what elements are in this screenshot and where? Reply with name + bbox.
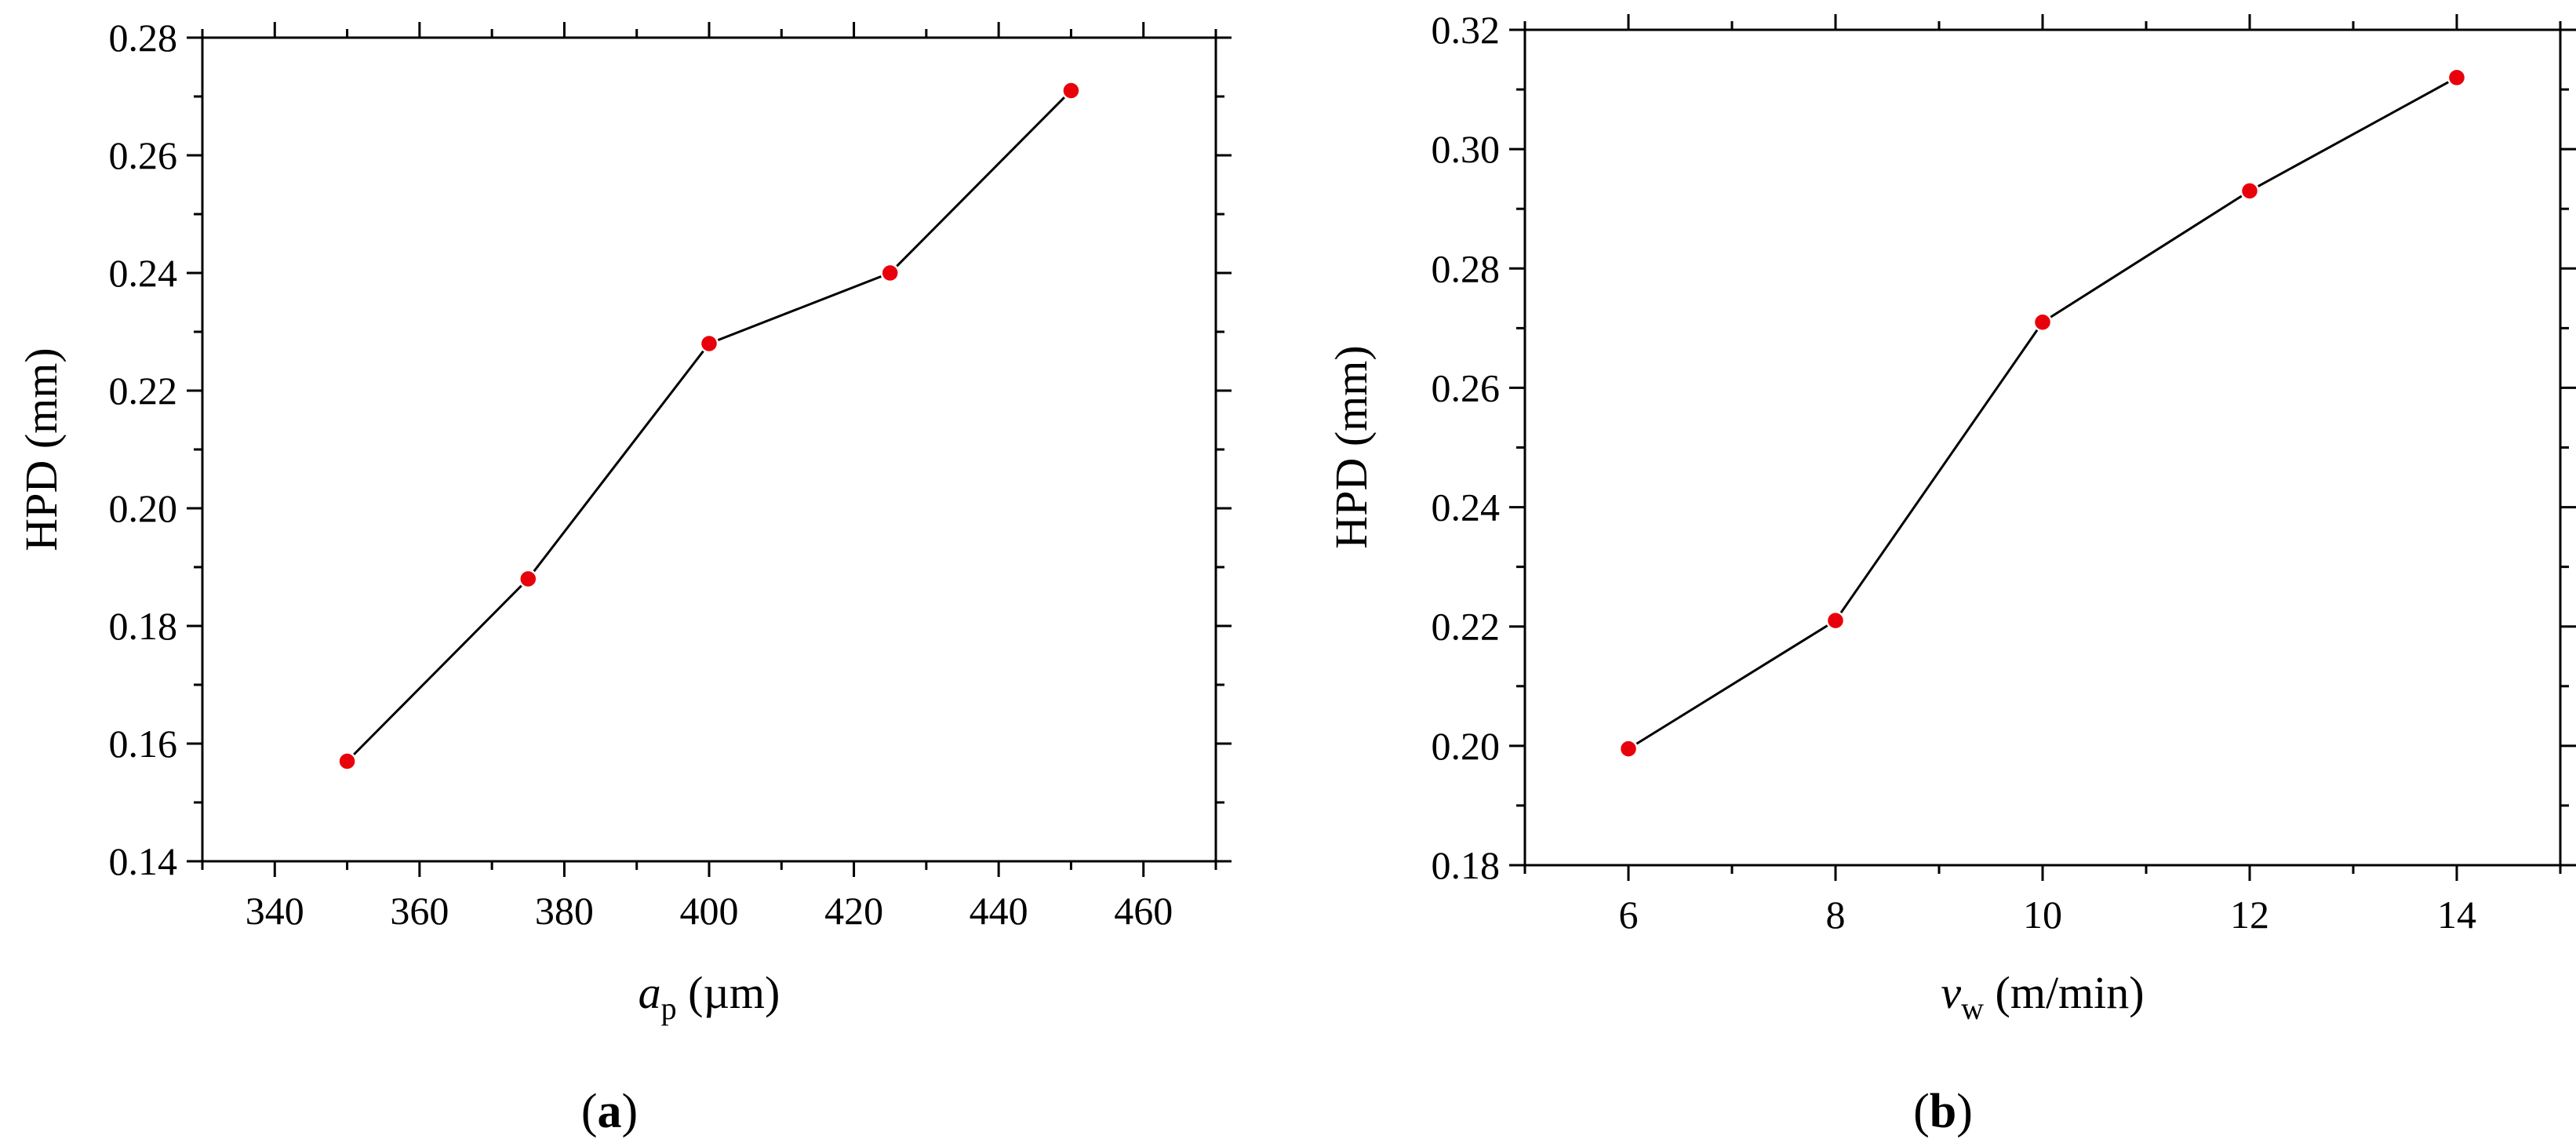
- data-point-b-0: [1618, 739, 1639, 759]
- y-tick-labels-b: 0.18 0.20 0.22 0.24 0.26 0.28 0.30 0.32: [1432, 8, 1501, 887]
- x-axis-title-b: vw (m/min): [1941, 967, 2144, 1026]
- y-tick-label-b-2: 0.22: [1432, 605, 1501, 649]
- x-tick-label-b-3: 12: [2230, 893, 2269, 937]
- x-tick-labels-b: 6 8 10 12 14: [1619, 893, 2477, 937]
- x-tick-label-a-4: 420: [824, 889, 883, 933]
- plot-frame-b: [1523, 28, 2562, 867]
- x-tick-label-a-5: 440: [970, 889, 1028, 933]
- y-axis-title-b: HPD (mm): [1326, 345, 1377, 548]
- data-point-a-2: [699, 333, 719, 354]
- series-line-a-0: [346, 89, 1072, 762]
- axis-ticks-b: [1509, 14, 2576, 881]
- x-tick-label-b-2: 10: [2023, 893, 2062, 937]
- y-tick-label-b-6: 0.30: [1432, 127, 1501, 171]
- data-series-b: [1618, 67, 2467, 759]
- plot-frame-a: [201, 36, 1217, 863]
- data-series-a: [337, 81, 1081, 771]
- y-tick-label-b-1: 0.20: [1432, 724, 1501, 768]
- x-tick-labels-a: 340 360 380 400 420 440 460: [246, 889, 1173, 933]
- y-tick-label-a-6: 0.26: [109, 133, 178, 177]
- x-tick-label-a-0: 340: [246, 889, 304, 933]
- axis-ticks-a: [187, 22, 1232, 877]
- chart-panel-b: 6 8 10 12 14 0.18 0.20 0.22 0.24 0.26 0.28 0.30 0.3…: [1326, 8, 2576, 1138]
- panel-label-a: (a): [581, 1085, 638, 1138]
- panel-label-b: (b): [1913, 1085, 1973, 1138]
- y-tick-label-a-5: 0.24: [109, 251, 178, 295]
- x-tick-label-a-1: 360: [390, 889, 449, 933]
- x-axis-title-a: ap (µm): [639, 967, 780, 1026]
- y-tick-label-a-1: 0.16: [109, 722, 178, 766]
- data-point-b-3: [2239, 181, 2260, 201]
- y-tick-label-a-3: 0.20: [109, 486, 178, 530]
- data-point-a-1: [518, 569, 538, 589]
- data-point-b-1: [1825, 610, 1846, 631]
- x-tick-label-a-2: 380: [535, 889, 594, 933]
- x-tick-label-b-1: 8: [1826, 893, 1846, 937]
- y-tick-label-b-0: 0.18: [1432, 843, 1501, 887]
- data-point-a-3: [880, 263, 900, 283]
- chart-panel-a: 340 360 380 400 420 440 460 0.140.160.180.200.…: [16, 16, 1232, 1138]
- y-tick-label-a-2: 0.18: [109, 604, 178, 648]
- y-tick-label-b-3: 0.24: [1432, 486, 1501, 529]
- y-tick-labels-a: 0.14 0.16 0.18 0.20 0.22 0.24 0.26 0.28: [109, 16, 178, 883]
- data-point-b-2: [2032, 312, 2053, 332]
- data-point-b-4: [2447, 67, 2467, 88]
- x-tick-label-b-0: 6: [1619, 893, 1639, 937]
- y-axis-title-a: HPD (mm): [16, 347, 67, 551]
- data-point-a-4: [1061, 81, 1081, 100]
- y-tick-label-b-5: 0.28: [1432, 246, 1501, 290]
- x-tick-label-a-3: 400: [680, 889, 739, 933]
- y-tick-label-a-4: 0.22: [109, 369, 178, 413]
- series-line-b-0: [1628, 76, 2458, 750]
- y-tick-label-a-7: 0.28: [109, 16, 178, 60]
- data-point-a-0: [337, 751, 357, 771]
- y-tick-label-b-4: 0.26: [1432, 366, 1501, 409]
- y-tick-label-a-0: 0.14: [109, 839, 178, 883]
- x-tick-label-b-4: 14: [2437, 893, 2476, 937]
- y-tick-label-b-7: 0.32: [1432, 8, 1501, 52]
- x-tick-label-a-6: 460: [1114, 889, 1173, 933]
